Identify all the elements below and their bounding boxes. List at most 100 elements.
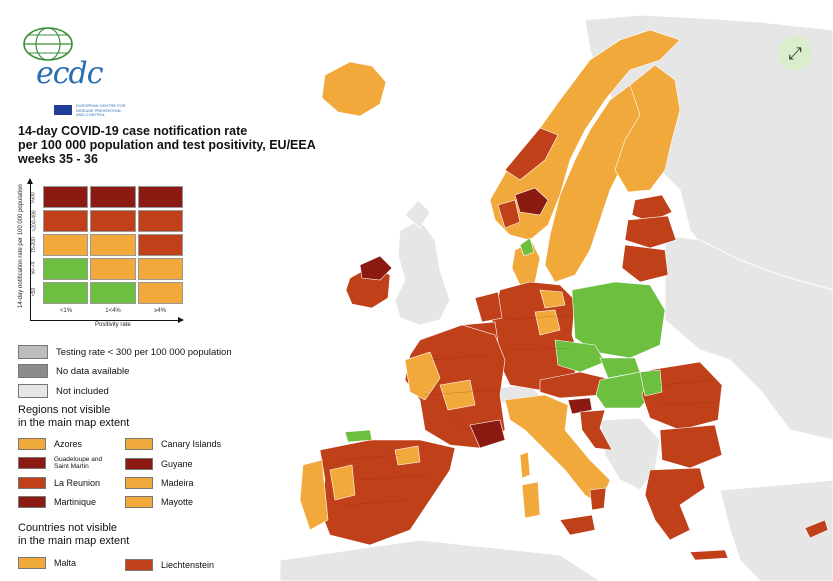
matrix-cell-r2-c0 (43, 234, 89, 256)
region-romania-green (639, 369, 663, 397)
region-norway-red-2 (497, 199, 521, 229)
expand-arrows-icon: ⤢ (788, 43, 802, 63)
matrix-grid (43, 186, 183, 304)
matrix-cell-r3-c2 (137, 258, 183, 280)
region-label-guyane: Guyane (161, 459, 193, 469)
matrix-cell-r3-c1 (90, 258, 136, 280)
region-label-martinique: Martinique (54, 497, 97, 507)
legend-no-data-label: No data available (56, 365, 130, 377)
region-denmark-green (519, 237, 535, 257)
matrix-cell-r0-c0 (43, 186, 89, 208)
legend-not-included-label: Not included (56, 385, 109, 397)
region-germany-orange-2 (534, 309, 561, 336)
swatch-guyane (125, 458, 153, 470)
island-cyprus (804, 519, 829, 539)
island-corsica (519, 451, 531, 479)
color-matrix-legend: 14-day notification rate per 100 000 pop… (0, 178, 200, 338)
country-denmark (511, 241, 541, 286)
x-tick-2: 1<4% (105, 308, 121, 314)
country-northern-ireland (359, 255, 393, 281)
country-sweden (544, 84, 646, 283)
swatch-liechtenstein (125, 559, 153, 571)
land-africa (279, 539, 601, 581)
country-romania (641, 361, 723, 431)
matrix-cell-r2-c1 (90, 234, 136, 256)
region-label-canary-islands: Canary Islands (161, 439, 222, 449)
country-greece (644, 467, 706, 541)
regions-heading: Regions not visible in the main map exte… (18, 404, 129, 430)
country-item-malta: Malta (18, 557, 76, 569)
swatch-testing-rate (18, 345, 48, 359)
ecdc-wordmark: ecdc (36, 56, 104, 91)
expand-button[interactable]: ⤢ (778, 36, 812, 70)
swatch-mayotte (125, 496, 153, 508)
land-uk (394, 219, 451, 326)
matrix-cell-r3-c0 (43, 258, 89, 280)
land-balkans (599, 417, 661, 491)
country-lithuania (621, 244, 669, 283)
region-italy-red-south (589, 487, 607, 511)
y-tick-4: 50-74 (30, 261, 37, 275)
swatch-madeira (125, 477, 153, 489)
x-tick-1: <1% (59, 308, 73, 314)
matrix-x-axis (30, 320, 180, 321)
region-label-guadeloupe: Guadeloupe and Saint Martin (54, 456, 103, 470)
country-bulgaria (659, 424, 723, 469)
countries-heading-line-2: in the main map extent (18, 535, 130, 547)
matrix-cell-r2-c2 (137, 234, 183, 256)
country-label-malta: Malta (54, 558, 77, 568)
island-sardinia (521, 481, 541, 519)
matrix-cell-r4-c0 (43, 282, 89, 304)
swatch-not-included (18, 384, 48, 398)
region-france-darkred (469, 419, 506, 449)
region-item-martinique: Martinique (18, 496, 96, 508)
region-norway-darkred (514, 187, 549, 216)
y-tick-3: 75-200 (30, 237, 37, 253)
island-sicily (559, 514, 596, 536)
region-france-orange-west (404, 351, 441, 401)
region-spain-orange-1 (329, 464, 356, 501)
land-uk-scotland (404, 199, 431, 229)
map-title: 14-day COVID-19 case notification rate p… (18, 124, 328, 166)
ecdc-logo: ecdc EUROPEAN CENTRE FOR DISEASE PREVENT… (18, 24, 128, 117)
country-iceland (321, 61, 387, 117)
arrow-right-icon (178, 317, 184, 323)
matrix-cell-r0-c1 (90, 186, 136, 208)
region-france-orange-centre (439, 379, 476, 411)
legend-no-data: No data available (18, 364, 129, 378)
legend-testing-rate-label: Testing rate < 300 per 100 000 populatio… (56, 346, 232, 358)
country-item-liechtenstein: Liechtenstein (125, 559, 214, 571)
ecdc-subtitle: EUROPEAN CENTRE FOR DISEASE PREVENTION A… (76, 103, 126, 117)
x-tick-3: ≥4% (154, 308, 166, 314)
swatch-azores (18, 438, 46, 450)
title-line-1: 14-day COVID-19 case notification rate (18, 124, 248, 138)
region-item-canary-islands: Canary Islands (125, 438, 221, 450)
regions-heading-line-1: Regions not visible (18, 404, 111, 416)
matrix-x-label: Positivity rate (95, 322, 131, 328)
matrix-y-axis (30, 182, 31, 320)
legend-testing-rate: Testing rate < 300 per 100 000 populatio… (18, 345, 232, 359)
country-slovenia (567, 397, 593, 415)
y-tick-1: >500 (30, 192, 37, 204)
swatch-guadeloupe (18, 457, 46, 469)
country-label-liechtenstein: Liechtenstein (161, 560, 215, 570)
country-latvia (624, 215, 677, 249)
legend-not-included: Not included (18, 384, 109, 398)
title-line-3: weeks 35 - 36 (18, 152, 98, 166)
countries-heading-line-1: Countries not visible (18, 522, 118, 534)
region-spain-green (344, 429, 373, 443)
country-czechia (554, 339, 606, 373)
region-item-madeira: Madeira (125, 477, 194, 489)
y-tick-5: <50 (31, 287, 38, 297)
region-item-la-reunion: La Reunion (18, 477, 100, 489)
region-item-mayotte: Mayotte (125, 496, 193, 508)
matrix-cell-r1-c0 (43, 210, 89, 232)
country-poland (571, 281, 666, 359)
y-tick-2: >200-499 (31, 210, 38, 232)
region-label-la-reunion: La Reunion (54, 478, 101, 488)
matrix-cell-r0-c2 (137, 186, 183, 208)
regions-heading-line-2: in the main map extent (18, 417, 130, 429)
title-line-2: per 100 000 population and test positivi… (18, 138, 316, 152)
region-label-mayotte: Mayotte (161, 497, 194, 507)
